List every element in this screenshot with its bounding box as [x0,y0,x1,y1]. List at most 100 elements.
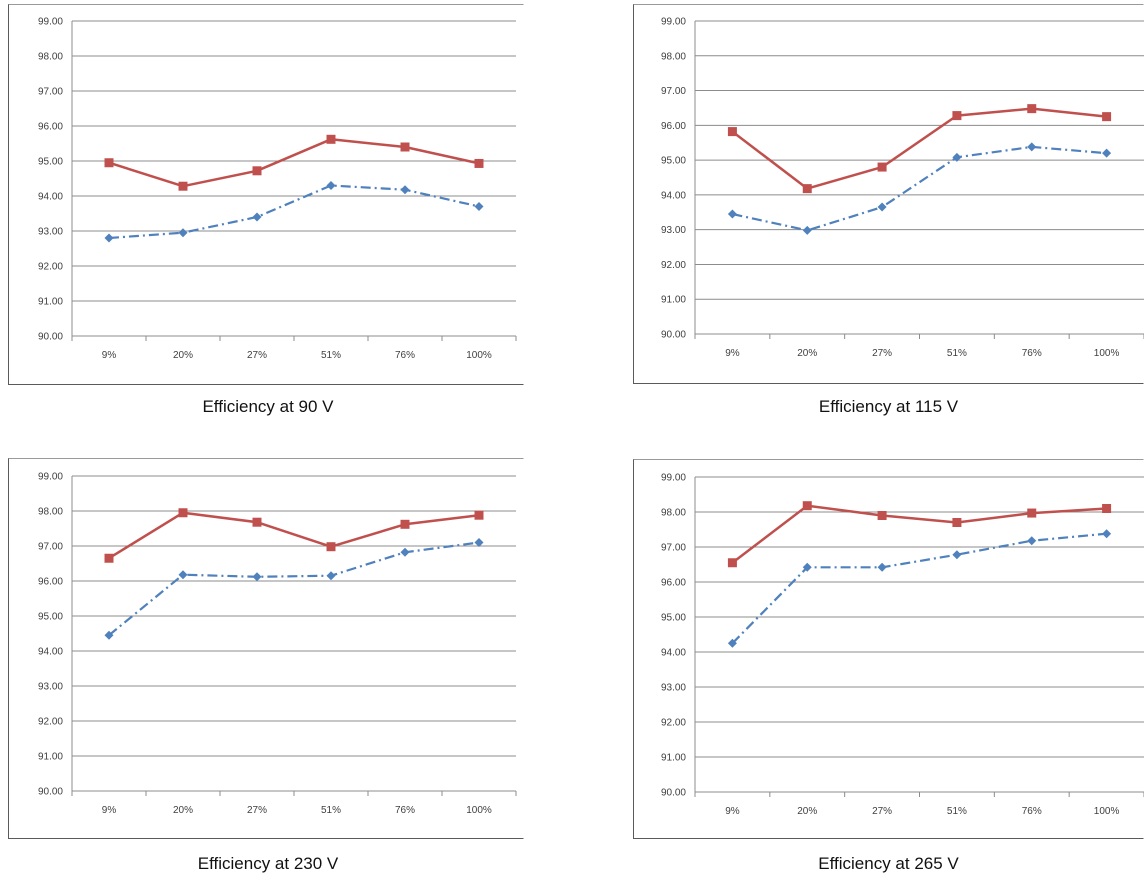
series-point-diamond [1027,536,1037,546]
series-line-1 [732,145,1107,232]
x-tick-label: 76% [1022,348,1042,359]
series-point-diamond [877,562,887,572]
x-tick-label: 76% [1022,806,1042,817]
x-tick-label: 51% [321,805,341,816]
series-point-square [178,508,188,518]
series-point-square [802,184,812,194]
chart-caption-2: Efficiency at 115 V [818,397,959,416]
series-point-square [727,127,737,137]
x-tick-label: 76% [395,805,415,816]
y-tick-label: 90.00 [38,787,63,798]
chart-frame-4 [633,459,1144,839]
y-tick-label: 97.00 [661,543,686,554]
series-point-square [252,517,262,527]
series-point-diamond [877,202,887,212]
y-tick-label: 93.00 [38,682,63,693]
x-tick-label: 51% [321,350,341,361]
x-tick-label: 27% [872,348,892,359]
y-tick-label: 95.00 [38,157,63,168]
y-tick-label: 91.00 [38,752,63,763]
x-tick-label: 20% [797,348,817,359]
y-tick-label: 96.00 [38,577,63,588]
x-tick-label: 20% [797,806,817,817]
series-point-square [952,111,962,121]
series-point-diamond [400,547,410,557]
series-point-square [178,181,188,191]
chart-panel-4: 90.00 91.00 92.00 93.00 94.00 95.00 96.00 97.00… [633,459,1144,880]
y-tick-label: 99.00 [661,473,686,484]
series-point-diamond [952,152,962,162]
x-tick-label: 20% [173,350,193,361]
series-point-square [727,558,737,568]
series-point-diamond [104,630,114,640]
y-tick-label: 92.00 [661,718,686,729]
y-tick-label: 92.00 [38,262,63,273]
series-point-diamond [802,225,812,235]
chart-svg-3: 90.00 91.00 92.00 93.00 94.00 95.00 96.00 97.00… [38,472,517,816]
series-point-diamond [474,202,484,211]
y-tick-label: 97.00 [38,87,63,98]
y-tick-label: 95.00 [661,156,686,167]
series-point-diamond [1027,142,1037,152]
y-tick-label: 95.00 [38,612,63,623]
y-tick-label: 90.00 [38,332,63,343]
x-tick-label: 9% [102,350,117,361]
y-tick-label: 93.00 [661,225,686,236]
x-tick-label: 27% [247,350,267,361]
chart-caption-3: Efficiency at 230 V [197,854,339,873]
series-line-1 [731,532,1107,645]
x-tick-label: 9% [725,348,740,359]
x-tick-label: 100% [1094,806,1120,817]
series-point-square [952,518,962,527]
chart-panel-2: 90.00 91.00 92.00 93.00 94.00 95.00 96.00 97.00… [633,4,1144,424]
y-tick-label: 94.00 [661,190,686,201]
series-point-diamond [727,209,737,219]
series-point-diamond [474,538,484,547]
series-point-diamond [326,571,336,581]
y-tick-label: 97.00 [661,86,686,97]
y-tick-label: 91.00 [38,297,63,308]
x-tick-label: 100% [1094,348,1120,359]
y-tick-label: 99.00 [38,17,63,28]
chart-caption-4: Efficiency at 265 V [818,854,959,873]
series-point-square [400,142,410,152]
series-point-square [474,158,484,168]
series-point-square [326,134,336,144]
x-tick-label: 51% [947,348,967,359]
x-tick-label: 100% [466,350,492,361]
series-point-square [104,158,114,168]
series-point-square [1027,104,1037,114]
x-tick-label: 51% [947,806,967,817]
series-point-square [400,519,410,529]
y-tick-label: 92.00 [661,260,686,271]
y-tick-label: 94.00 [38,192,63,203]
series-line-1 [108,541,480,637]
y-tick-label: 93.00 [661,683,686,694]
series-point-square [326,542,336,552]
series-line-2 [108,511,480,560]
series-point-square [802,501,812,511]
series-point-diamond [1102,529,1112,539]
y-tick-label: 99.00 [38,472,63,483]
series-point-square [252,166,262,176]
y-tick-label: 92.00 [38,717,63,728]
series-point-diamond [952,550,962,560]
y-tick-label: 94.00 [38,647,63,658]
series-point-diamond [802,562,812,572]
series-point-square [1102,504,1112,513]
series-point-diamond [104,233,114,243]
y-tick-label: 91.00 [661,295,686,306]
x-tick-label: 76% [395,350,415,361]
y-tick-label: 96.00 [661,578,686,589]
chart-panel-1: 90.00 91.00 92.00 93.00 94.00 95.00 96.00 97.00… [8,4,528,424]
series-point-diamond [178,570,188,580]
series-line-1 [108,184,480,240]
series-point-square [104,553,114,563]
series-point-diamond [1102,148,1112,158]
y-tick-label: 91.00 [661,753,686,764]
series-point-diamond [252,572,262,582]
series-point-diamond [727,638,737,648]
y-tick-label: 93.00 [38,227,63,238]
y-tick-label: 95.00 [661,613,686,624]
chart-frame-2 [633,4,1144,384]
